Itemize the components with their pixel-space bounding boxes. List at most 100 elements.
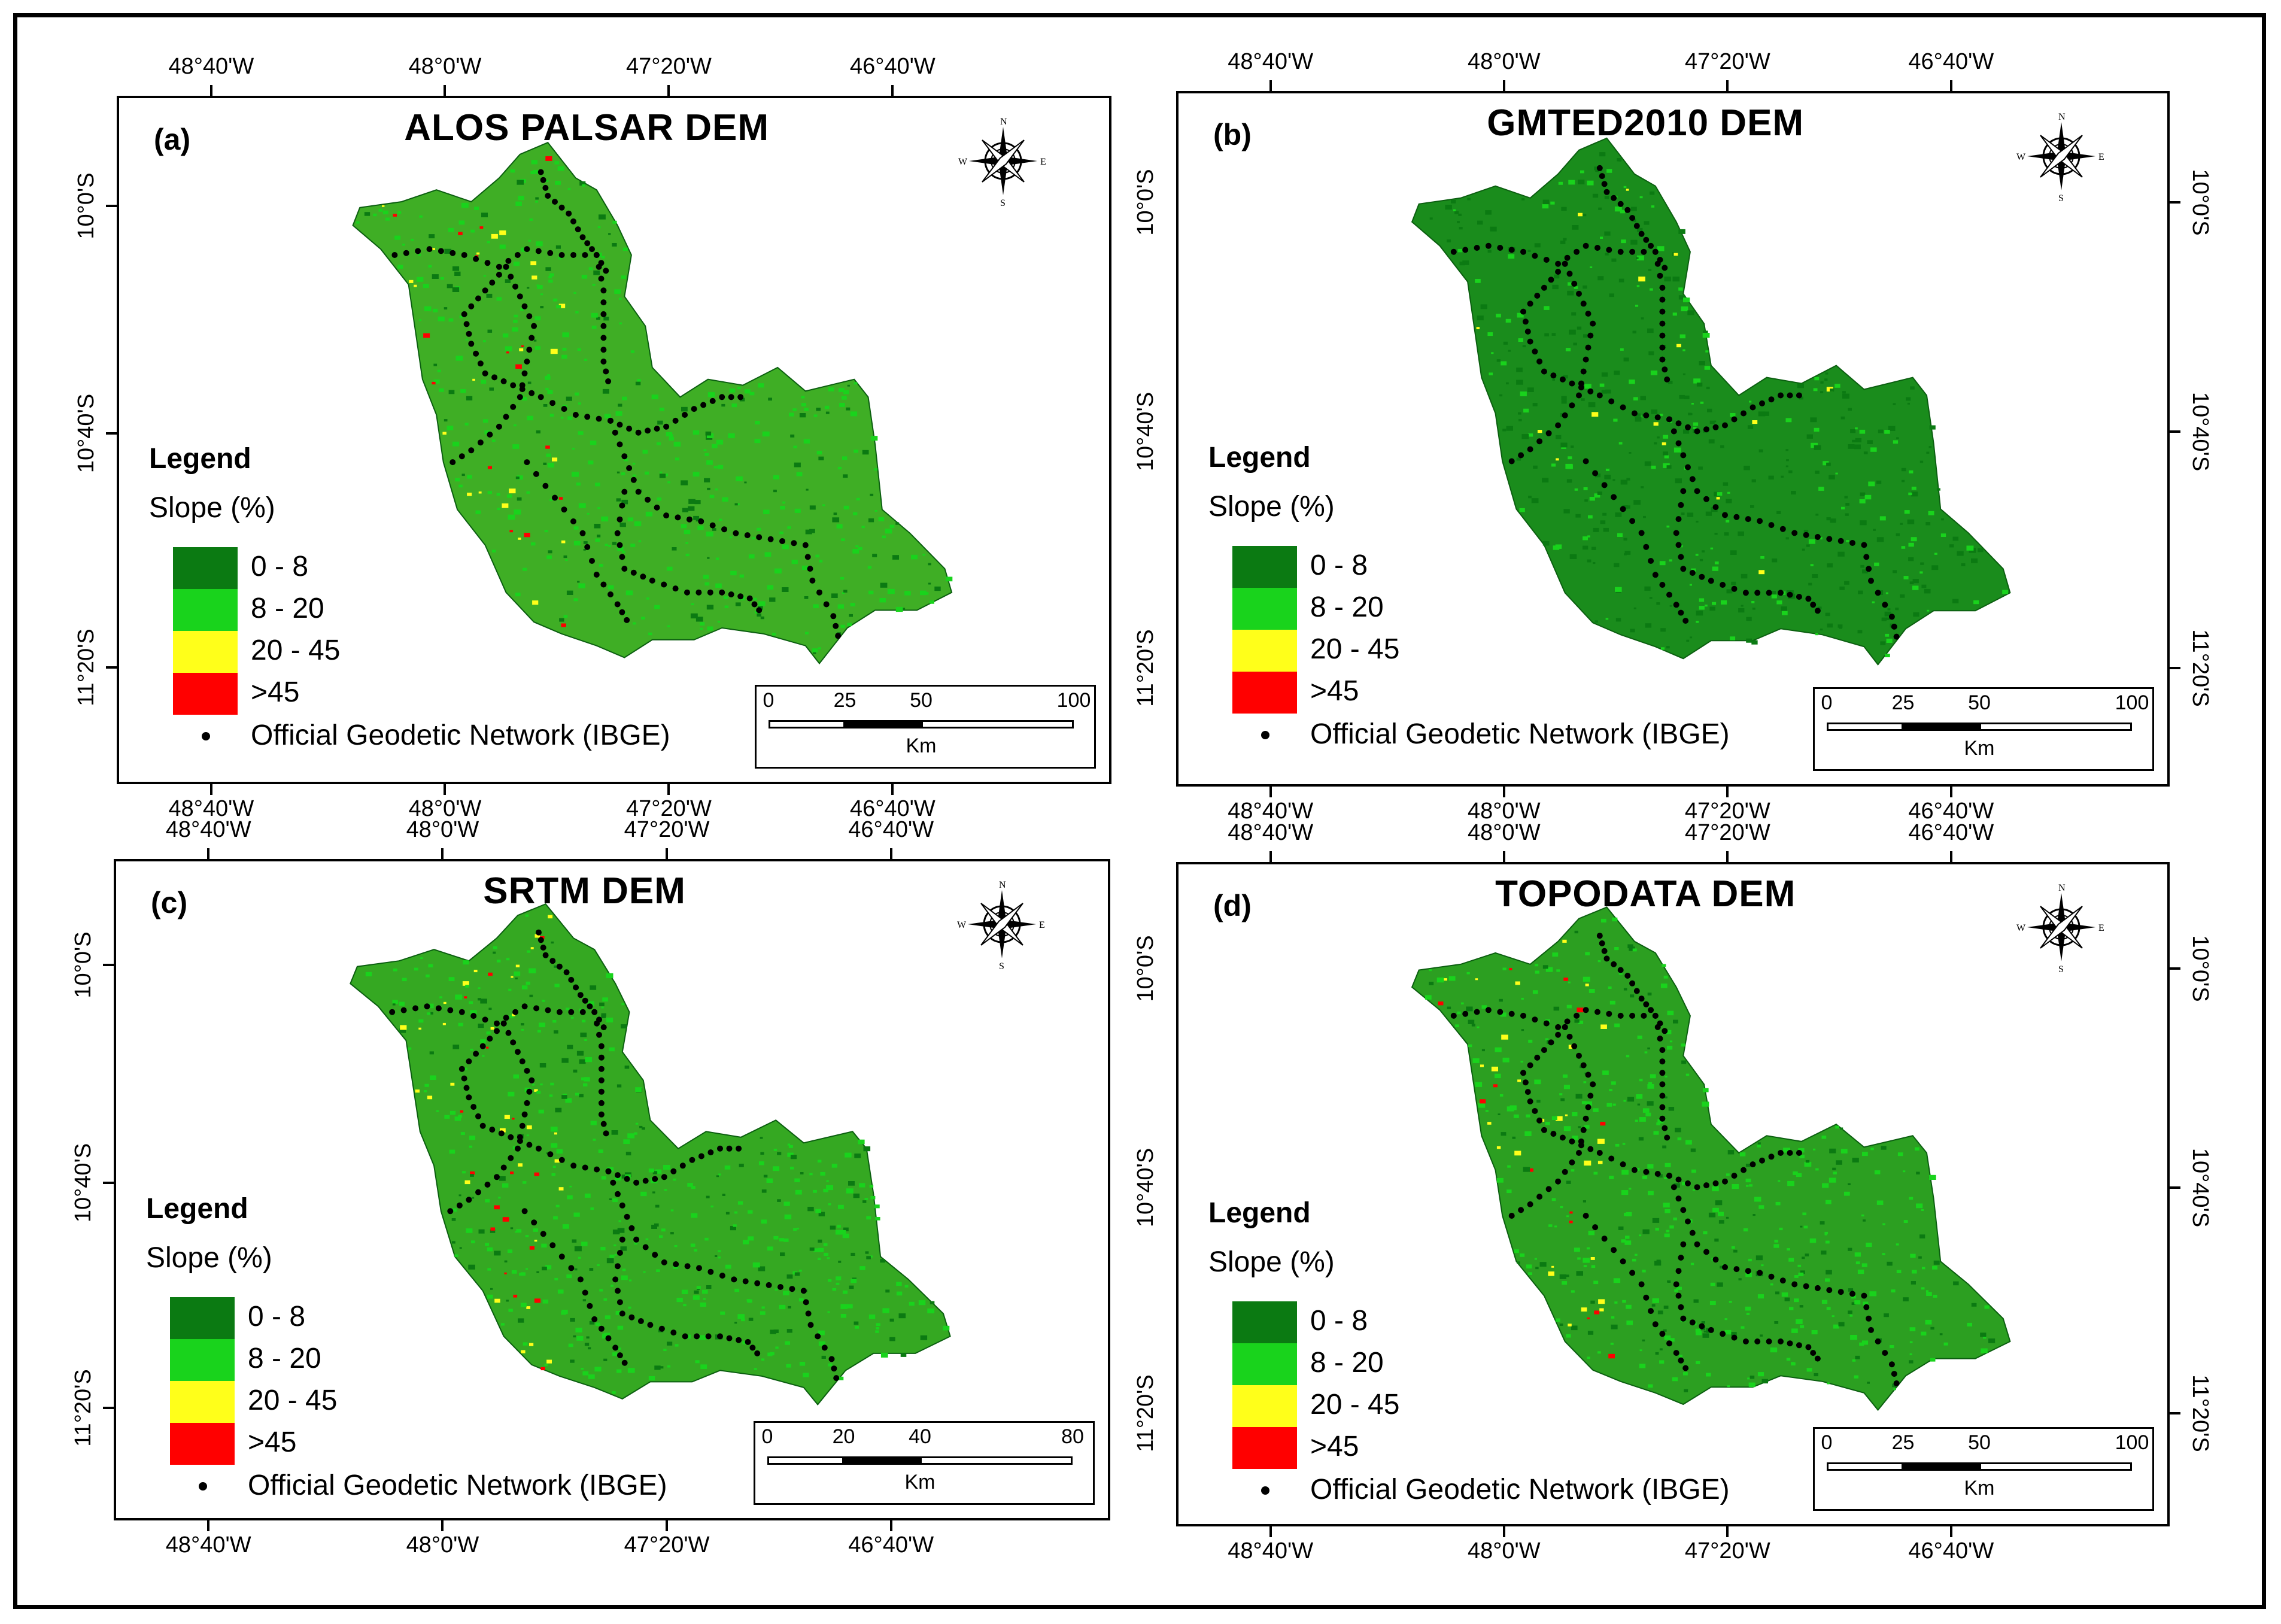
geodetic-point [508,1155,514,1161]
geodetic-point [1596,392,1603,399]
geodetic-point [1703,1182,1709,1189]
geodetic-point [1545,430,1552,436]
geodetic-point [1680,452,1687,459]
legend-swatch [1232,1385,1297,1427]
geodetic-point [524,246,530,253]
geodetic-point [1541,1127,1547,1133]
legend-class-label: 8 - 20 [248,1342,321,1374]
geodetic-point [615,1263,621,1270]
geodetic-point [1617,967,1624,973]
geodetic-point [1875,1338,1881,1344]
geodetic-point [1648,1308,1654,1315]
geodetic-point [1518,1207,1524,1213]
compass-w: W [958,157,968,167]
network-legend-dot [199,1482,207,1491]
geodetic-point [589,558,595,564]
geodetic-point [494,1020,500,1027]
legend-swatch [173,631,238,673]
longitude-label: 46°40'W [1908,820,1994,845]
geodetic-point [1580,1062,1587,1068]
geodetic-point [1750,1161,1756,1168]
geodetic-point [1601,181,1608,187]
longitude-label: 48°40'W [168,54,254,79]
geodetic-point [673,1261,679,1267]
geodetic-point [816,589,822,596]
geodetic-point [1643,412,1650,418]
geodetic-point [600,323,607,329]
geodetic-point [1462,247,1469,253]
geodetic-point [1450,1012,1457,1019]
geodetic-point [1643,236,1650,243]
geodetic-point [1805,1344,1812,1350]
geodetic-point [600,1024,607,1031]
geodetic-point [461,252,467,258]
geodetic-point [1520,1012,1526,1019]
geodetic-point [584,544,591,550]
geodetic-point [695,589,702,596]
geodetic-point [531,1219,537,1226]
panel-title: GMTED2010 DEM [1487,102,1805,144]
geodetic-point [1624,973,1631,979]
network-legend-dot [202,732,210,740]
geodetic-point [616,1250,623,1256]
geodetic-point [470,1013,477,1019]
geodetic-point [694,1333,700,1340]
panel-title: SRTM DEM [483,870,686,912]
scale-unit: Km [1964,737,1995,760]
geodetic-point [1564,254,1571,261]
graticule-tick [1269,787,1272,797]
legend-class-label: 0 - 8 [248,1300,306,1332]
geodetic-point [1678,502,1684,508]
geodetic-point [598,1100,605,1106]
geodetic-point [830,613,837,620]
geodetic-point [1643,1168,1650,1175]
longitude-label: 47°20'W [1684,1538,1770,1564]
geodetic-point [1731,585,1738,592]
geodetic-point [1680,1315,1687,1322]
geodetic-point [619,502,625,509]
geodetic-point [619,1236,625,1243]
compass-s: S [2058,193,2064,201]
geodetic-point [1638,530,1645,536]
geodetic-point [1611,961,1617,967]
geodetic-point [1759,400,1765,406]
geodetic-point [1617,201,1624,207]
scale-segment [1903,1462,1979,1471]
geodetic-point [1606,247,1612,253]
geodetic-point [1759,1157,1765,1164]
geodetic-point [1580,300,1587,307]
geodetic-point [1596,933,1603,939]
geodetic-point [1731,416,1738,423]
geodetic-point [1585,1071,1591,1078]
geodetic-point [598,1325,605,1332]
latitude-label: 10°40'S [2188,1148,2213,1228]
geodetic-point [616,1299,623,1306]
geodetic-point [466,1197,472,1203]
geodetic-point [1536,438,1543,445]
geodetic-point [461,1075,467,1082]
geodetic-point [1694,1184,1700,1191]
geodetic-point [1682,618,1689,624]
network-legend-label: Official Geodetic Network (IBGE) [1310,718,1730,750]
geodetic-point [619,554,625,560]
graticule-tick [1726,851,1729,862]
graticule-tick [1502,787,1505,797]
geodetic-point [1543,1020,1550,1027]
geodetic-point [1659,356,1666,363]
geodetic-point [804,554,811,560]
geodetic-point [1536,358,1543,365]
scale-tick-label: 80 [1061,1425,1084,1448]
geodetic-point [661,1174,667,1180]
geodetic-point [766,1282,772,1288]
geodetic-point [591,1316,598,1322]
geodetic-point [1527,446,1533,453]
latitude-label: 10°0'S [71,931,96,998]
geodetic-point [1670,428,1677,435]
geodetic-point [537,169,544,175]
geodetic-point [835,633,842,639]
geodetic-point [1508,1213,1515,1219]
geodetic-point [1659,308,1666,315]
geodetic-point [1643,1001,1650,1007]
geodetic-point [482,1016,488,1023]
geodetic-point [696,1265,702,1271]
